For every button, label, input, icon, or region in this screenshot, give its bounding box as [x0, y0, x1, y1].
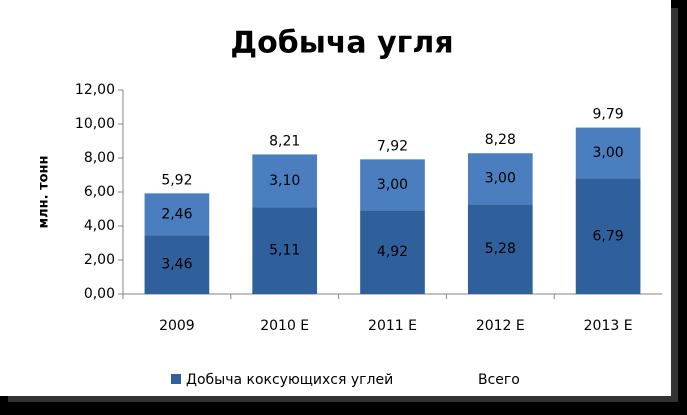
- y-axis-label: млн. тонн: [37, 155, 52, 228]
- bar-segment: [252, 154, 318, 208]
- data-label: 3,00: [593, 145, 624, 161]
- bar-segment: [575, 178, 641, 294]
- y-tick-label: 2,00: [84, 252, 115, 268]
- y-tick-label: 0,00: [84, 286, 115, 302]
- y-tick-label: 10,00: [75, 116, 115, 132]
- data-label: 4,92: [377, 244, 408, 260]
- total-label: 8,28: [485, 132, 516, 148]
- x-tick-label: 2009: [159, 318, 195, 334]
- data-label: 5,28: [485, 241, 516, 257]
- total-label: 5,92: [161, 172, 192, 188]
- bar-segment: [144, 235, 210, 294]
- legend-label: Всего: [478, 372, 520, 388]
- bar-segment: [575, 127, 641, 179]
- bar-segment: [467, 153, 533, 205]
- total-label: 7,92: [377, 138, 408, 154]
- total-label: 8,21: [269, 133, 300, 149]
- data-label: 2,46: [161, 206, 192, 222]
- bar-segment: [360, 210, 425, 294]
- x-tick-label: 2011 E: [368, 318, 417, 334]
- x-tick-label: 2013 E: [584, 318, 633, 334]
- bar-segment: [144, 193, 210, 236]
- data-label: 5,11: [269, 243, 300, 259]
- y-tick-label: 6,00: [84, 184, 115, 200]
- data-label: 3,00: [485, 171, 516, 187]
- legend-marker: [171, 374, 181, 384]
- chart-background: [0, 0, 671, 396]
- total-label: 9,79: [593, 107, 624, 123]
- data-label: 3,10: [269, 173, 300, 189]
- y-tick-label: 4,00: [84, 218, 115, 234]
- y-tick-label: 12,00: [75, 82, 115, 98]
- data-label: 6,79: [593, 228, 624, 244]
- chart-title: Добыча угля: [230, 26, 453, 61]
- bar-segment: [467, 204, 533, 294]
- x-tick-label: 2010 E: [260, 318, 309, 334]
- y-tick-label: 8,00: [84, 150, 115, 166]
- bar-segment: [360, 159, 425, 211]
- legend-label: Добыча коксующихся углей: [186, 372, 393, 388]
- data-label: 3,00: [377, 177, 408, 193]
- data-label: 3,46: [161, 257, 192, 273]
- x-tick-label: 2012 E: [476, 318, 525, 334]
- bar-segment: [252, 207, 318, 294]
